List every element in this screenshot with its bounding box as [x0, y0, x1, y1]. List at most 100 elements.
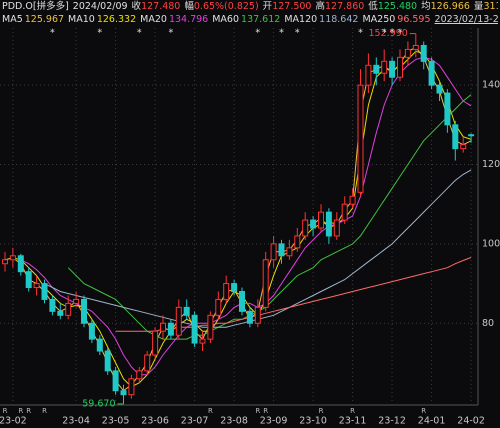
legend-entry: MA5 125.967: [2, 13, 64, 26]
legend-name: MA10: [68, 14, 95, 25]
legend-name: MA5: [2, 14, 23, 25]
legend-value: 118.642: [319, 14, 359, 25]
candle-body: [444, 92, 451, 126]
bottom-mark: R: [18, 407, 23, 415]
legend-name: MA60: [212, 14, 240, 25]
field-label: 量: [473, 1, 484, 12]
quote-field: 收127.480: [132, 0, 181, 13]
bottom-mark: R: [255, 407, 260, 415]
date: 2024/02/09: [72, 1, 128, 12]
candle-body: [81, 298, 87, 324]
bottom-mark: R: [3, 407, 8, 415]
field-label: 幅: [184, 1, 194, 12]
candle-body: [262, 259, 269, 308]
peak-label: 152.990: [369, 28, 408, 39]
field-value: 125.480: [377, 1, 418, 12]
quote-field: 均126.966: [421, 0, 470, 13]
legend-value: 125.967: [24, 14, 65, 25]
candle-body: [460, 144, 467, 150]
ma-line: [20, 56, 472, 376]
bottom-mark: R: [263, 407, 268, 415]
candle-body: [239, 291, 245, 312]
field-label: 低: [368, 1, 378, 12]
candle-body: [428, 60, 435, 86]
event-mark: *: [137, 28, 142, 39]
candle-body: [183, 306, 190, 316]
legend-entry: MA10 126.332: [68, 13, 136, 26]
y-tick-label: 140: [482, 80, 500, 91]
ma-line: [67, 94, 472, 340]
event-mark: *: [50, 28, 55, 39]
field-label: 收: [131, 1, 142, 12]
quote-field: 低125.480: [368, 0, 417, 13]
field-value: 127.480: [141, 1, 181, 12]
symbol: PDD.O[拼多多]: [2, 1, 69, 12]
low-label: 59.670: [82, 398, 115, 409]
candle-body: [73, 298, 80, 304]
x-tick-label: 23-05: [102, 416, 130, 427]
ma-line: [4, 50, 472, 388]
field-value: 311万: [483, 1, 498, 12]
bottom-mark: R: [26, 407, 31, 415]
candle-body: [294, 235, 301, 249]
candle-body: [128, 378, 135, 396]
bottom-mark: R: [350, 407, 355, 415]
candle-body: [389, 60, 396, 78]
candle-body: [365, 64, 372, 86]
candle-body: [468, 134, 475, 137]
legend-name: MA120: [284, 14, 318, 25]
bottom-mark: R: [208, 407, 213, 415]
event-mark: *: [390, 28, 395, 39]
quote-field: 高127.860: [315, 0, 364, 13]
legend-entry: MA20 134.796: [140, 13, 208, 26]
event-mark: *: [169, 28, 174, 39]
candle-body: [2, 259, 8, 265]
bottom-mark: R: [42, 407, 47, 415]
candle-body: [49, 298, 56, 312]
bottom-mark: R: [319, 407, 324, 415]
field-value: 127.860: [325, 1, 365, 12]
y-tick-label: 80: [482, 318, 494, 329]
candle-body: [246, 310, 253, 324]
event-mark: *: [398, 28, 403, 39]
candle-body: [333, 219, 340, 237]
field-label: 均: [421, 1, 431, 12]
legend-value: 126.332: [96, 14, 137, 25]
candle-body: [175, 306, 182, 336]
field-value: 126.966: [430, 1, 470, 12]
candle-body: [65, 302, 72, 316]
candle-body: [254, 306, 261, 324]
quote-field: 开127.500: [263, 0, 312, 13]
candle-body: [286, 247, 293, 257]
candle-body: [302, 219, 309, 237]
candle-body: [318, 211, 324, 229]
event-mark: *: [295, 28, 300, 39]
candle-body: [160, 322, 166, 332]
candle-body: [207, 314, 214, 340]
legend-value: 137.612: [241, 14, 281, 25]
field-label: 开: [262, 1, 273, 12]
candle-body: [397, 56, 403, 78]
candle-body: [341, 203, 348, 221]
candle-body: [420, 44, 427, 62]
ma-line: [115, 256, 472, 332]
quote-field: 量311万: [474, 0, 498, 13]
bottom-mark: R: [421, 407, 426, 415]
candle-body: [33, 283, 40, 289]
quote-row: PDD.O[拼多多] 2024/02/09 收127.480 幅0.65%(0.8…: [2, 0, 498, 13]
candle-body: [381, 60, 388, 74]
candle-body: [270, 243, 277, 261]
event-mark: *: [382, 28, 387, 39]
y-tick-label: 120: [482, 159, 500, 170]
legend-name: MA20: [140, 14, 167, 25]
ma-line: [4, 46, 472, 392]
x-tick-label: 23-07: [181, 416, 209, 427]
event-mark: *: [358, 28, 363, 39]
event-mark: *: [97, 28, 102, 39]
x-tick-label: 23-06: [141, 416, 169, 427]
field-value: 127.500: [272, 1, 312, 12]
candle-body: [452, 124, 459, 150]
candle-body: [88, 322, 95, 340]
field-value: 0.65%(0.825): [193, 1, 259, 12]
